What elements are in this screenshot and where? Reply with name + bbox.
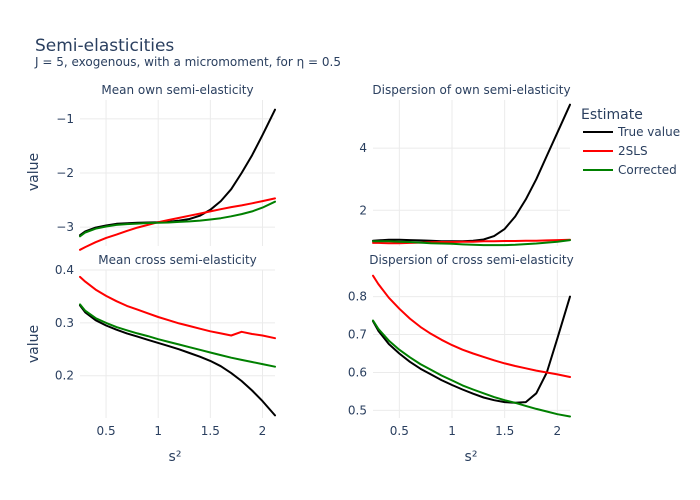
series-line-true-value <box>372 295 571 404</box>
chart-subtitle: J = 5, exogenous, with a micromoment, fo… <box>34 55 341 69</box>
y-tick-label: 0.4 <box>55 263 74 277</box>
y-tick-label: 0.2 <box>55 369 74 383</box>
series-line-true-value <box>372 103 571 243</box>
y-tick-label: 4 <box>359 141 367 155</box>
x-tick-label: 0.5 <box>390 424 409 438</box>
y-axis-title-top: value <box>26 153 42 191</box>
x-tick-label: 1 <box>448 424 456 438</box>
x-tick-label: 1 <box>154 424 162 438</box>
legend: Estimate True value 2SLS Corrected <box>581 107 680 177</box>
x-tick-label: 1.5 <box>495 424 514 438</box>
panel-3: Mean cross semi-elasticity 0.5 1 1.5 2 0.2 0.3… <box>55 253 276 438</box>
y-tick-label: 0.3 <box>55 316 74 330</box>
panel-1: Mean own semi-elasticity −3 −2 −1 <box>56 83 276 251</box>
y-tick-label: 0.8 <box>348 290 367 304</box>
panel-title: Mean own semi-elasticity <box>101 83 253 97</box>
series-line-true-value <box>79 108 276 237</box>
series-line-2sls <box>79 197 276 251</box>
y-tick-label: −1 <box>56 112 74 126</box>
chart-title: Semi-elasticities <box>35 36 174 56</box>
y-axis-title-bottom: value <box>26 325 42 363</box>
legend-label: Corrected <box>618 163 677 177</box>
x-tick-label: 2 <box>259 424 267 438</box>
panel-title: Dispersion of cross semi-elasticity <box>369 253 574 267</box>
legend-title: Estimate <box>581 107 643 123</box>
series-line-corrected <box>372 319 571 418</box>
x-tick-label: 0.5 <box>97 424 116 438</box>
series-line-2sls <box>372 238 571 245</box>
panel-title: Mean cross semi-elasticity <box>98 253 257 267</box>
panel-title: Dispersion of own semi-elasticity <box>372 83 570 97</box>
x-axis-title-right: s² <box>465 449 478 465</box>
x-tick-label: 1.5 <box>201 424 220 438</box>
series-line-corrected <box>372 239 571 247</box>
legend-label: 2SLS <box>618 144 648 158</box>
y-tick-label: 0.5 <box>348 403 367 417</box>
x-axis-title-left: s² <box>169 449 182 465</box>
panels-group: Mean own semi-elasticity −3 −2 −1 Dispersion… <box>55 83 574 438</box>
series-line-corrected <box>79 200 276 238</box>
series-line-2sls <box>372 274 571 378</box>
y-tick-label: 0.6 <box>348 365 367 379</box>
series-line-true-value <box>79 304 276 417</box>
series-line-2sls <box>79 275 276 340</box>
y-tick-label: 0.7 <box>348 328 367 342</box>
series-line-corrected <box>79 303 276 368</box>
y-tick-label: −2 <box>56 166 74 180</box>
x-tick-label: 2 <box>554 424 562 438</box>
y-tick-label: −3 <box>56 220 74 234</box>
legend-label: True value <box>617 125 680 139</box>
y-tick-label: 2 <box>359 203 367 217</box>
panel-4: Dispersion of cross semi-elasticity 0.5 1 1… <box>348 253 574 438</box>
panel-2: Dispersion of own semi-elasticity 2 4 <box>359 83 571 247</box>
